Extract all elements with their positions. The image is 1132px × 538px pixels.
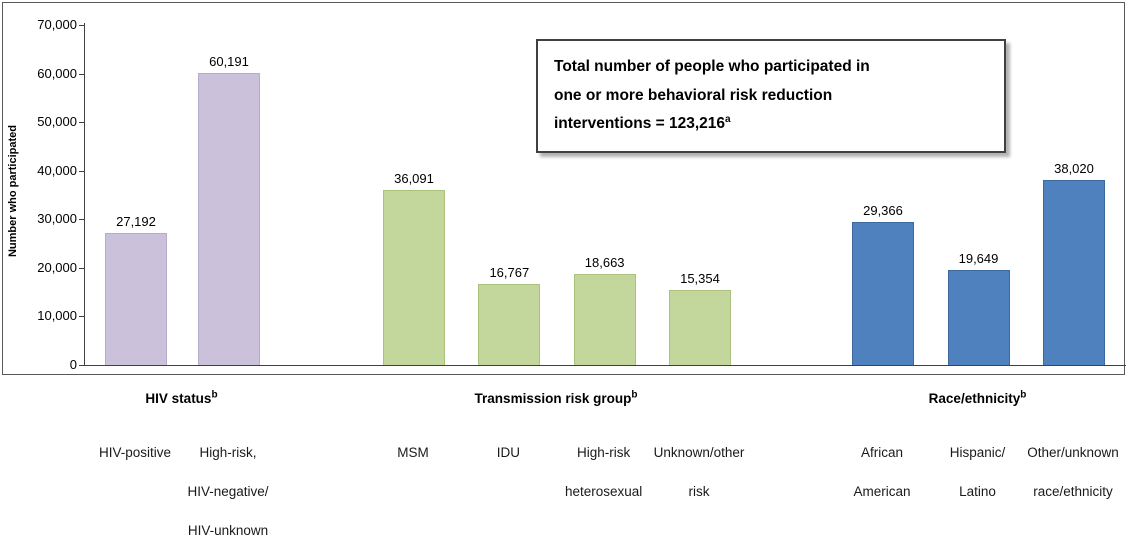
bar-value-label: 38,020 [1054,161,1094,177]
category-label: High-risk, HIV-negative/HIV-unknown [143,433,313,538]
bar-unknown-other-risk: 15,354 [668,271,731,365]
category-label-line: IDU [496,445,520,460]
group-label-transmission-risk-group: Transmission risk groupb [446,389,666,406]
category-label: Hispanic/Latino [893,433,1063,511]
category-label: High-risk heterosexual [519,433,689,511]
bar-msm: 36,091 [383,171,445,365]
category-label: Other/unknown race/ethnicity [988,433,1132,511]
y-tick-label: 50,000 [37,114,77,130]
footnote-mark: b [211,389,218,401]
bar-group-hiv-status: 27,192 60,191 [105,25,260,365]
category-label-line: HIV-negative/ [187,484,269,499]
category-label: Unknown/other risk [614,433,784,511]
bar-value-label: 27,192 [116,213,156,229]
y-tick-mark [79,170,84,172]
bar-value-label: 29,366 [863,203,903,219]
category-label-line: HIV-unknown [187,523,269,538]
group-label-text: Transmission risk group [474,391,632,406]
footnote-mark: b [631,389,638,401]
bar-value-label: 16,767 [489,264,530,280]
category-label: African American [797,433,967,511]
y-tick-mark [79,316,84,318]
y-tick-label: 70,000 [37,17,77,32]
y-tick-label: 20,000 [37,259,77,275]
bar-high-risk-hiv-negative-hiv-unknown: 60,191 [198,54,260,365]
plot-area: 27,192 60,191 36,091 16,767 18,663 15,354 29,3… [85,25,1126,365]
category-label-line: Unknown/other [653,445,745,460]
y-tick-mark [79,25,84,26]
y-tick-mark [79,267,84,269]
category-label-line: heterosexual [565,484,643,499]
y-tick-mark [79,219,84,221]
category-label-line: High-risk, [199,445,257,460]
total-annotation-box: Total number of people who participated … [536,39,1006,154]
bar-idu: 16,767 [478,265,541,365]
bar-group-race-ethnicity: 29,366 19,649 38,020 [852,25,1105,365]
category-label-line: race/ethnicity [1033,484,1113,499]
annotation-text: Total number of people who participated … [554,58,870,75]
annotation-line: Total number of people who participated … [554,53,988,82]
category-label-line: MSM [397,445,429,460]
y-tick-label: 10,000 [37,308,77,324]
category-label: IDU [423,433,593,472]
bar-value-label: 15,354 [680,271,720,287]
category-label-line: HIV-positive [98,445,172,460]
y-tick-label: 60,000 [37,65,77,81]
category-label: HIV-positive [50,433,220,472]
category-label-line: Latino [959,484,996,499]
y-tick-mark [79,365,84,366]
annotation-line: one or more behavioral risk reduction [554,82,988,111]
bar-group-transmission-risk-group: 36,091 16,767 18,663 15,354 [383,25,731,365]
category-label-line: American [853,484,911,499]
category-label-line: Hispanic/ [949,445,1006,460]
group-label-race-ethnicity: Race/ethnicityb [868,389,1088,406]
x-axis-line [84,365,1126,366]
footnote-mark: a [725,114,731,126]
bar-high-risk-heterosexual: 18,663 [573,255,636,365]
bar-hispanic-latino: 19,649 [947,251,1010,365]
chart-plot-border: Number who participated 70,000 60,000 50,0… [2,2,1126,375]
y-tick-label: 30,000 [37,211,77,227]
group-label-hiv-status: HIV statusb [72,389,292,406]
y-axis-line [84,23,85,365]
group-label-text: HIV status [145,391,212,406]
bar-value-label: 36,091 [394,170,434,186]
category-label-line: High-risk [577,445,631,460]
category-label: MSM [328,433,498,472]
y-tick-label: 0 [69,357,77,372]
annotation-line: interventions = 123,216a [554,110,988,139]
bar-other-unknown-race-ethnicity: 38,020 [1043,161,1105,365]
bar-value-label: 19,649 [958,250,999,266]
category-label-line: Other/unknown [1027,445,1119,460]
group-label-text: Race/ethnicity [928,391,1021,406]
y-tick-mark [79,73,84,75]
bar-hiv-positive: 27,192 [105,214,167,365]
annotation-text: one or more behavioral risk reduction [554,86,833,104]
footnote-mark: b [1020,389,1027,401]
bar-value-label: 60,191 [209,53,249,69]
bar-african-american: 29,366 [852,203,914,365]
bar-value-label: 18,663 [584,255,625,271]
category-label-line: risk [688,484,710,499]
category-label-line: African [860,445,904,460]
annotation-text: interventions = 123,216 [554,115,726,133]
y-tick-label: 40,000 [37,162,77,178]
y-tick-mark [79,122,84,124]
